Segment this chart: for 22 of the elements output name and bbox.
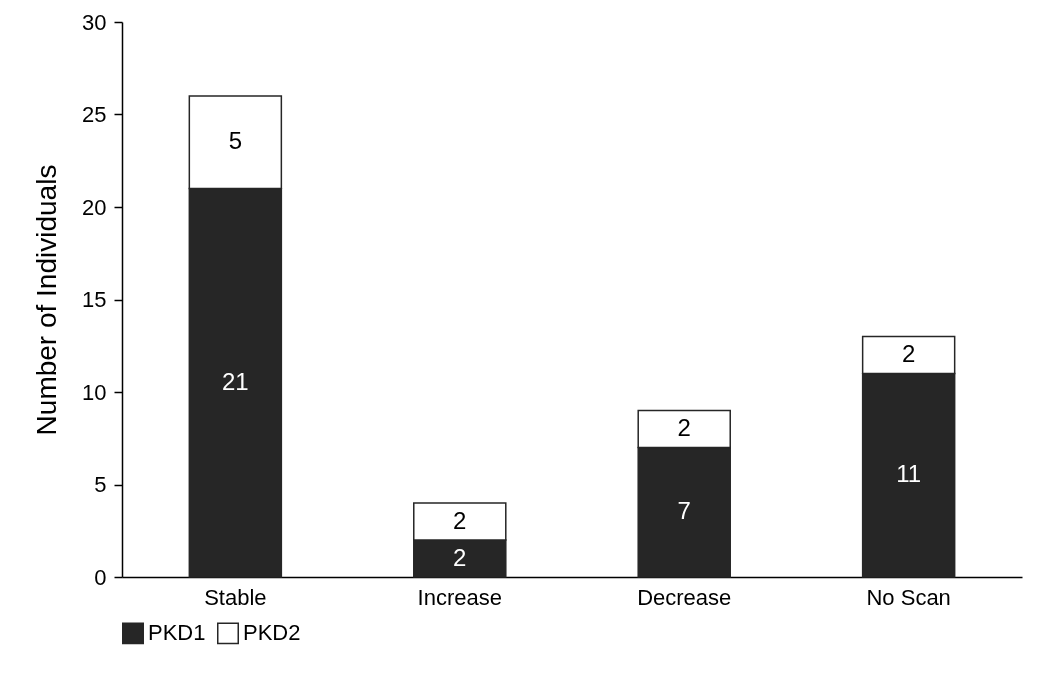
x-tick-label: Stable (204, 584, 267, 610)
data-label: 2 (453, 506, 467, 534)
data-label: 7 (677, 497, 691, 525)
data-label: 5 (228, 127, 243, 155)
data-label: 2 (453, 543, 467, 571)
legend-label: PKD1 (148, 620, 206, 646)
data-label: 2 (677, 414, 691, 441)
y-tick-label: 15 (82, 287, 107, 312)
y-tick-label: 10 (82, 379, 107, 405)
x-tick-label: No Scan (866, 584, 951, 610)
y-tick-label: 30 (82, 9, 107, 35)
y-tick-label: 20 (82, 194, 107, 220)
data-label: 2 (901, 340, 916, 367)
y-tick-label: 5 (94, 472, 107, 497)
y-tick-label: 0 (94, 564, 107, 590)
legend-label: PKD2 (243, 620, 301, 646)
data-label: 21 (221, 367, 249, 395)
y-axis-title: Number of Individuals (31, 164, 63, 436)
x-tick-label: Increase (417, 584, 502, 610)
x-tick-label: Decrease (637, 584, 732, 610)
y-tick-label: 25 (82, 102, 107, 127)
data-label: 11 (896, 460, 922, 488)
